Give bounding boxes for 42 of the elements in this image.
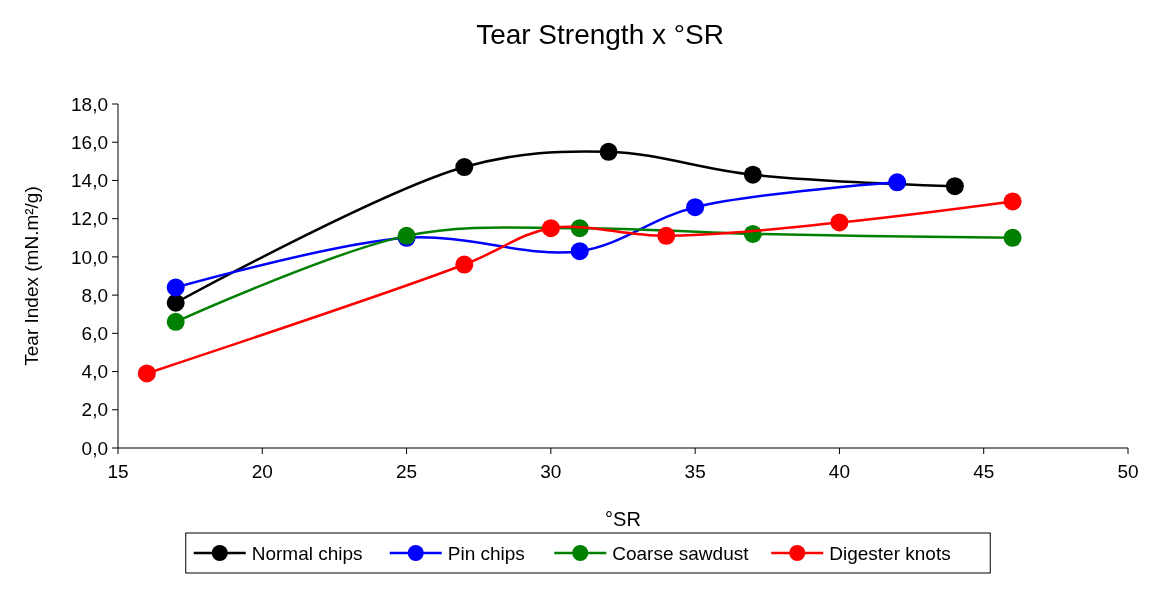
y-tick-label: 10,0 [71,246,108,268]
chart-title: Tear Strength x °SR [476,19,724,50]
y-tick-label: 12,0 [71,208,108,230]
point [166,278,185,297]
point [570,242,589,261]
point [888,173,907,192]
point [137,364,156,383]
y-tick-label: 8,0 [81,284,108,306]
x-tick-label: 25 [396,461,418,482]
y-tick-label: 18,0 [71,93,108,115]
y-tick-label: 14,0 [71,170,108,192]
x-axis-title: °SR [605,508,641,530]
point [599,142,618,161]
y-tick-label: 6,0 [81,322,108,344]
point [541,219,560,238]
point [166,312,185,331]
point [166,293,185,312]
y-tick-label: 2,0 [81,399,108,421]
x-tick-label: 50 [1117,461,1139,482]
point [830,213,849,232]
x-tick-label: 45 [973,461,995,482]
point [743,165,762,184]
point [945,177,964,196]
y-tick-label: 0,0 [81,437,108,459]
legend-label: Coarse sawdust [612,542,750,564]
point [657,226,676,245]
point [455,158,474,177]
x-tick-label: 35 [684,461,706,482]
point [1003,192,1022,211]
x-tick-label: 30 [540,461,562,482]
legend-label: Normal chips [251,542,363,564]
x-tick-label: 20 [251,461,273,482]
legend-label: Digester knots [829,542,951,564]
x-tick-label: 40 [828,461,850,482]
y-tick-label: 16,0 [71,131,108,153]
y-axis-title: Tear Index (mN.m²/g) [21,186,42,366]
y-tick-label: 4,0 [81,361,108,383]
point [686,198,705,217]
point [1003,228,1022,247]
point [455,255,474,274]
x-tick-label: 15 [107,461,129,482]
legend-label: Pin chips [447,542,525,564]
